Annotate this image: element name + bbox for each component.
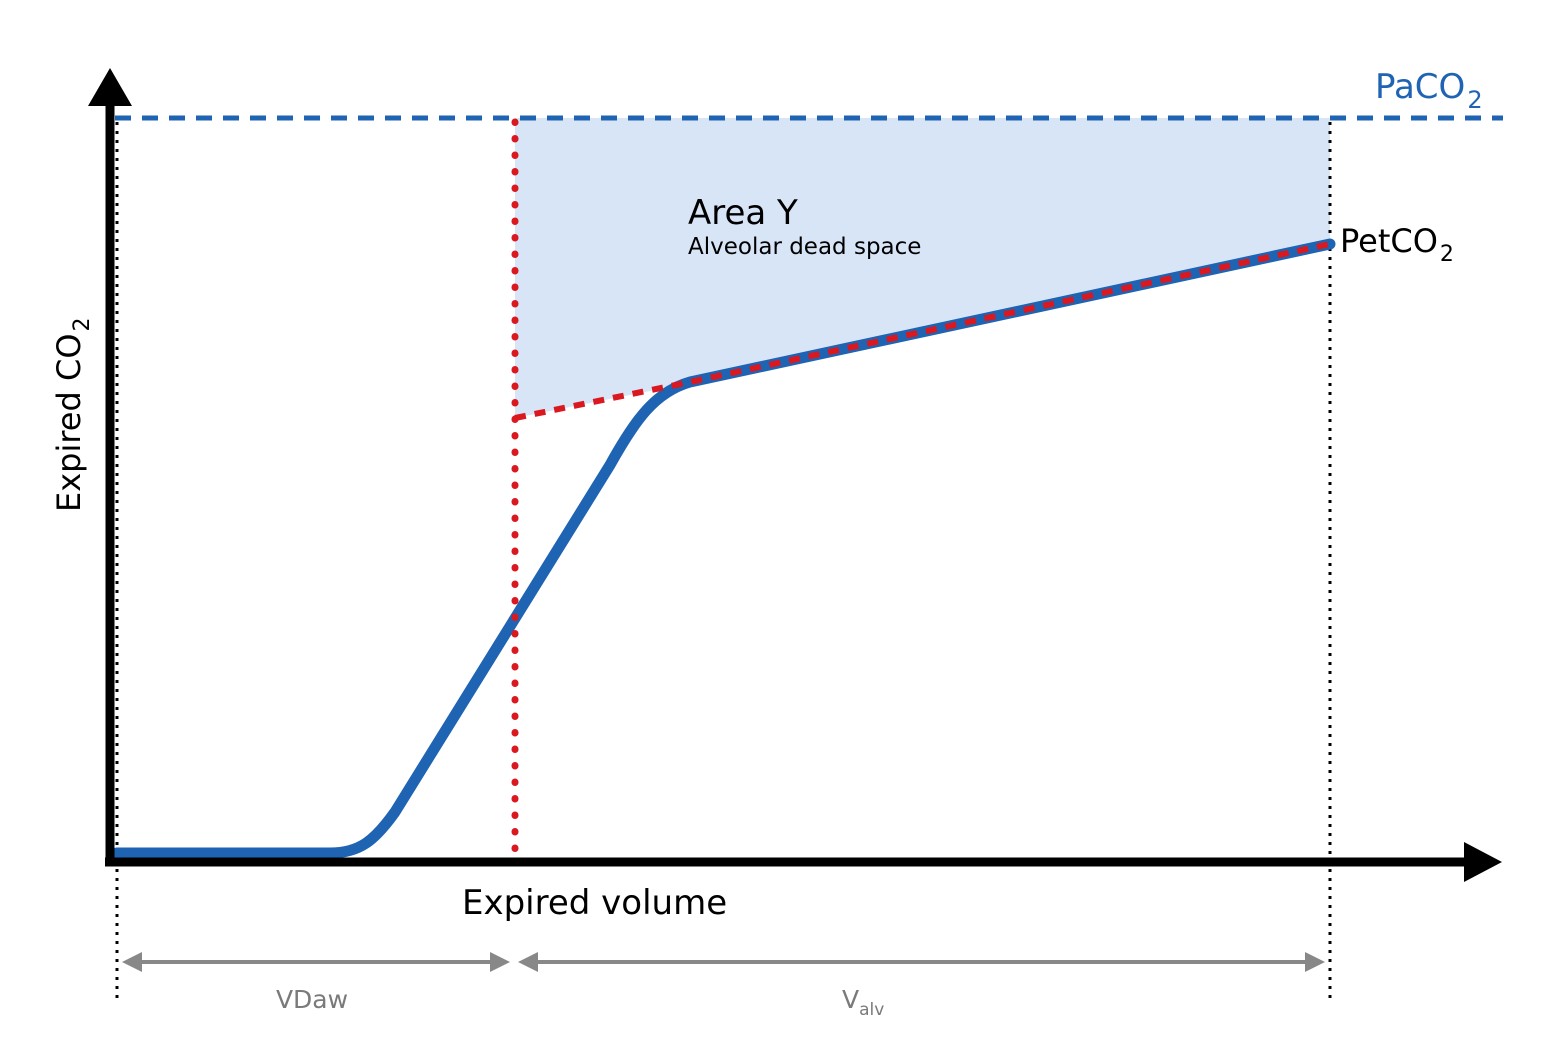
- vdaw-span-arrow: [122, 952, 510, 972]
- x-axis-label: Expired volume: [462, 883, 727, 923]
- paco2-label: PaCO2: [1375, 67, 1483, 114]
- y-axis-arrowhead: [88, 68, 132, 106]
- area-y-shading: [515, 118, 1330, 418]
- area-y-subtitle: Alveolar dead space: [688, 234, 921, 260]
- area-y-title: Area Y: [688, 193, 798, 233]
- petco2-label: PetCO2: [1340, 222, 1454, 267]
- x-axis-arrowhead: [1464, 842, 1502, 882]
- vdaw-label: VDaw: [276, 985, 348, 1014]
- valv-label: Valv: [842, 985, 884, 1020]
- capnogram-curve: [111, 238, 1336, 859]
- valv-span-arrow: [518, 952, 1325, 972]
- y-axis-label: Expired CO2: [50, 317, 95, 512]
